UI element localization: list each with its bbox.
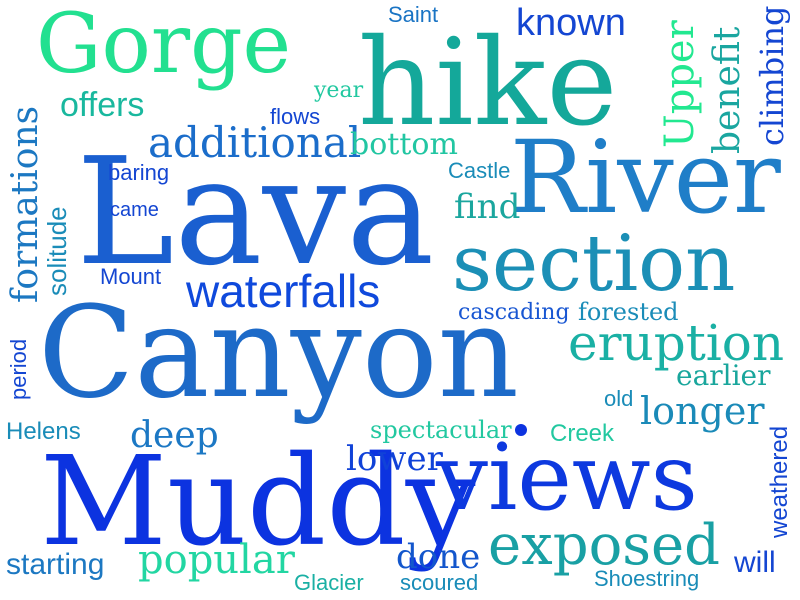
word-canyon: Canyon bbox=[38, 279, 519, 426]
word-deep: deep bbox=[130, 415, 219, 456]
word-solitude: solitude bbox=[42, 206, 72, 296]
word-mount: Mount bbox=[100, 264, 162, 289]
word-waterfalls: waterfalls bbox=[186, 265, 381, 317]
word-benefit: benefit bbox=[707, 26, 748, 154]
word-gorge: Gorge bbox=[36, 0, 292, 92]
word-exposed: exposed bbox=[488, 513, 721, 578]
word-saint: Saint bbox=[388, 2, 439, 27]
word-weathered: weathered bbox=[766, 425, 793, 538]
word-helens: Helens bbox=[6, 418, 81, 445]
word-popular: popular bbox=[138, 537, 295, 583]
word-eruption: eruption bbox=[568, 314, 785, 372]
word-year: year bbox=[314, 78, 364, 103]
word-forested: forested bbox=[578, 298, 679, 326]
word-cascading: cascading bbox=[458, 300, 570, 325]
word-scoured: scoured bbox=[400, 570, 479, 595]
word-flows: flows bbox=[270, 104, 321, 129]
word-shoestring: Shoestring bbox=[594, 566, 700, 591]
word-formations: formations bbox=[5, 105, 46, 303]
word-will: will bbox=[734, 546, 776, 579]
word-period: period bbox=[6, 338, 31, 400]
word-muddy: Muddy bbox=[40, 430, 476, 574]
word-offers: offers bbox=[60, 86, 145, 124]
word-lower: lower bbox=[346, 439, 443, 479]
word-bottom: bottom bbox=[350, 127, 458, 162]
word-lava: Lava bbox=[76, 126, 435, 298]
word-upper: Upper bbox=[657, 20, 703, 148]
word-spectacular: spectacular bbox=[370, 416, 512, 444]
word-done: done bbox=[396, 537, 481, 577]
word-additional: additional bbox=[148, 118, 362, 167]
word-came: came bbox=[110, 199, 159, 221]
word-known: known bbox=[516, 2, 626, 44]
word-glacier: Glacier bbox=[294, 570, 364, 595]
word-hike: hike bbox=[358, 14, 618, 153]
word-starting: starting bbox=[6, 548, 105, 581]
word-old: old bbox=[604, 386, 634, 411]
word-views: views bbox=[436, 424, 698, 531]
word-earlier: earlier bbox=[676, 359, 771, 392]
word-climbing: climbing bbox=[753, 5, 791, 146]
marker-dot bbox=[515, 424, 527, 436]
word-find: find bbox=[454, 187, 521, 227]
word-castle: Castle bbox=[448, 158, 511, 183]
word-baring: baring bbox=[108, 160, 170, 185]
word-creek: Creek bbox=[550, 420, 615, 447]
word-longer: longer bbox=[640, 389, 765, 433]
word-section: section bbox=[452, 219, 736, 309]
word-river: River bbox=[510, 119, 781, 236]
